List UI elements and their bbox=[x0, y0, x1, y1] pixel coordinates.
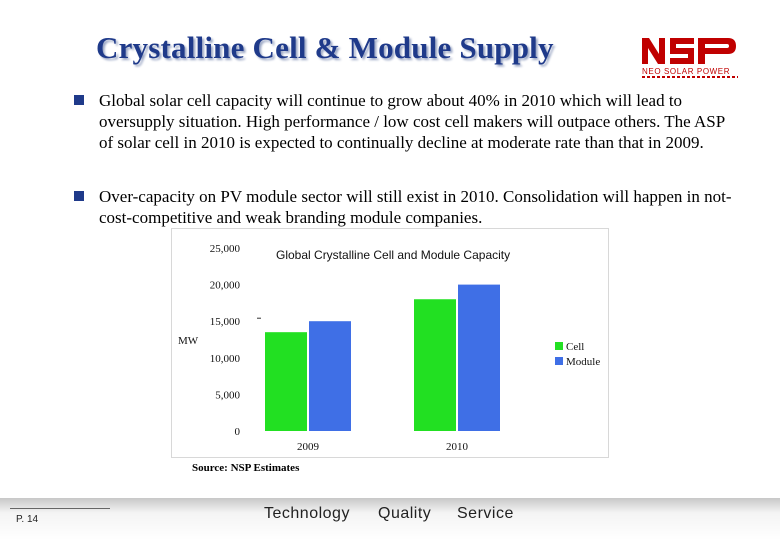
y-tick-label: 15,000 bbox=[210, 316, 241, 328]
y-axis-label: MW bbox=[178, 335, 199, 347]
footer-divider bbox=[10, 508, 110, 509]
y-tick-label: 10,000 bbox=[210, 353, 241, 365]
y-tick-label: 20,000 bbox=[210, 280, 241, 292]
bullet-item: Over-capacity on PV module sector will s… bbox=[74, 186, 734, 228]
bar-cell-2009 bbox=[265, 332, 307, 431]
x-tick-label: 2009 bbox=[297, 441, 320, 453]
bar-module-2009 bbox=[309, 321, 351, 431]
chart-title: Global Crystalline Cell and Module Capac… bbox=[276, 248, 511, 262]
legend-swatch-cell bbox=[555, 342, 563, 350]
x-tick-label: 2010 bbox=[446, 441, 469, 453]
chart-canvas: 0 5,000 10,000 15,000 20,000 25,000 MW 2009 2010… bbox=[178, 243, 600, 453]
bar-module-2010 bbox=[458, 284, 500, 431]
bar-cell-2010 bbox=[414, 299, 456, 431]
source-note: Source: NSP Estimates bbox=[192, 462, 300, 474]
motto-service: Service bbox=[457, 505, 514, 522]
nsp-logo bbox=[642, 38, 736, 64]
legend-label-cell: Cell bbox=[566, 341, 584, 353]
bullet-text: Over-capacity on PV module sector will s… bbox=[99, 187, 732, 227]
motto-technology: Technology bbox=[264, 505, 350, 522]
legend-swatch-module bbox=[555, 357, 563, 365]
bullet-text: Global solar cell capacity will continue… bbox=[99, 91, 725, 152]
bullet-item: Global solar cell capacity will continue… bbox=[74, 90, 734, 153]
capacity-chart: 0 5,000 10,000 15,000 20,000 25,000 MW 2009 2010… bbox=[171, 228, 609, 458]
y-tick-label: 25,000 bbox=[210, 243, 241, 255]
slide-title: Crystalline Cell & Module Supply bbox=[96, 30, 554, 65]
motto-quality: Quality bbox=[378, 505, 432, 522]
y-tick-label: 5,000 bbox=[215, 389, 240, 401]
bullet-square-icon bbox=[74, 191, 84, 201]
bullet-square-icon bbox=[74, 95, 84, 105]
logo-underline bbox=[642, 76, 738, 78]
legend-label-module: Module bbox=[566, 356, 600, 368]
y-tick-label: 0 bbox=[235, 426, 241, 438]
logo-tagline: NEO SOLAR POWER bbox=[642, 67, 731, 76]
page-number: P. 14 bbox=[16, 514, 39, 525]
footer-band bbox=[0, 498, 780, 540]
